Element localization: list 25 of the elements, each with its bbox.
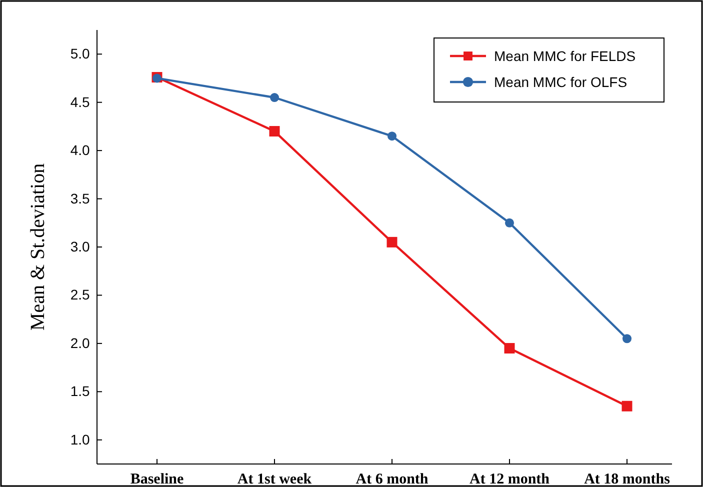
point: [622, 400, 632, 412]
point: [387, 132, 397, 141]
y-tick-label: 1.5: [70, 383, 90, 400]
x-tick-label: At 6 month: [356, 472, 429, 487]
y-tick-label: 5.0: [70, 46, 90, 62]
x-tick-label: At 1st week: [237, 472, 312, 487]
point: [622, 334, 632, 344]
y-axis-title: Mean & St.deviation: [27, 163, 49, 331]
legend-label: Mean MMC for OLFS: [494, 74, 628, 90]
point: [504, 218, 514, 228]
y-tick-label: 4.5: [70, 94, 90, 110]
y-tick-label: 3.0: [70, 238, 90, 254]
y-tick-label: 4.0: [70, 142, 90, 158]
y-tick-label: 2.5: [70, 286, 90, 303]
y-tick-label: 1.0: [70, 431, 90, 448]
legend-label: Mean MMC for FELDS: [494, 48, 636, 64]
point: [504, 343, 515, 354]
x-tick-label: At 18 months: [584, 472, 670, 487]
point: [269, 126, 280, 137]
y-tick-label: 3.5: [70, 190, 90, 206]
point: [270, 93, 280, 102]
x-tick-label: At 12 month: [469, 472, 550, 487]
x-tick-label: Baseline: [130, 472, 184, 487]
point: [386, 236, 398, 248]
y-tick-label: 2.0: [70, 334, 90, 351]
